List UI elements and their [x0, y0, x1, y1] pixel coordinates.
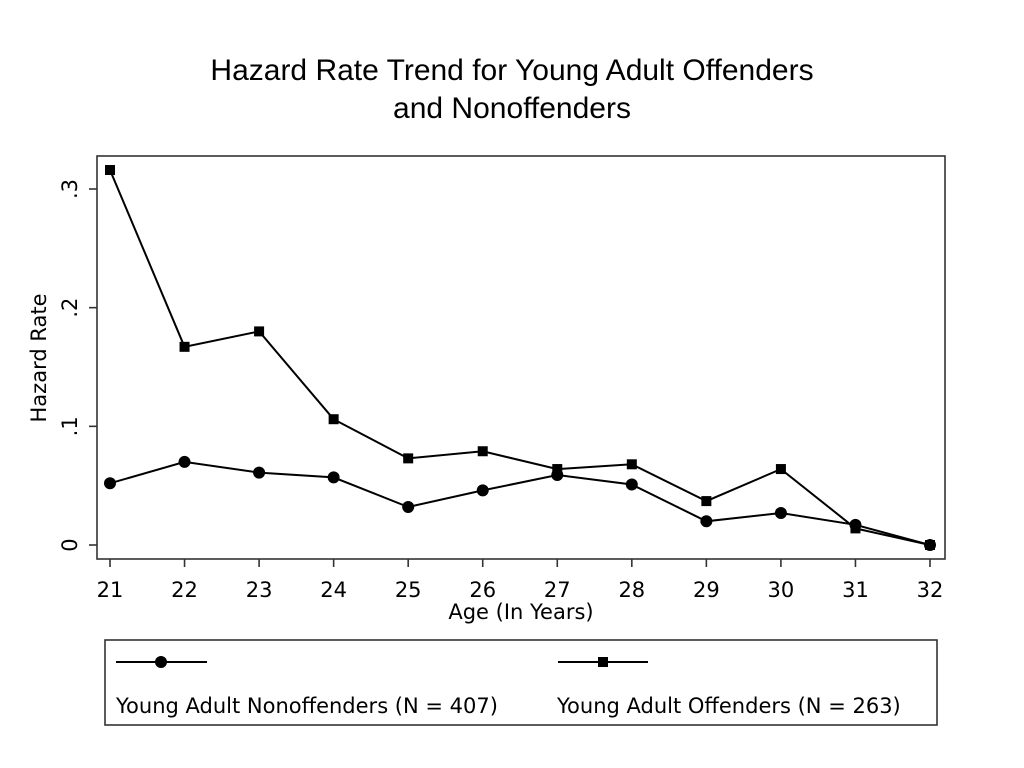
data-point-nonoffenders	[402, 501, 415, 514]
y-tick-label: .2	[58, 298, 82, 318]
x-axis-label: Age (In Years)	[448, 600, 593, 624]
data-point-offenders	[328, 414, 339, 425]
y-tick-label: 0	[58, 538, 82, 551]
legend-label-offenders: Young Adult Offenders (N = 263)	[556, 694, 901, 718]
data-point-nonoffenders	[774, 506, 787, 519]
y-axis: 0 .1 .2 .3	[58, 179, 97, 552]
data-point-offenders	[850, 523, 861, 534]
chart-title: Hazard Rate Trend for Young Adult Offend…	[0, 52, 1024, 128]
data-point-offenders	[552, 464, 563, 475]
x-tick-label: 21	[97, 578, 124, 602]
series-line-nonoffenders	[109, 460, 931, 546]
data-point-offenders	[775, 464, 786, 475]
x-tick-label: 32	[917, 578, 944, 602]
x-axis: 21 22 23 24 25 26 27 28 29 30 31 32	[97, 559, 944, 602]
legend-marker-nonoffenders	[155, 656, 167, 668]
data-point-nonoffenders	[700, 515, 713, 528]
x-tick-label: 25	[395, 578, 422, 602]
data-point-nonoffenders	[178, 455, 191, 468]
legend-marker-offenders	[598, 657, 608, 667]
data-point-offenders	[477, 446, 488, 457]
data-point-offenders	[254, 326, 265, 337]
y-axis-label: Hazard Rate	[27, 294, 51, 423]
data-point-nonoffenders	[476, 484, 489, 497]
series-layer	[104, 165, 936, 551]
series-line-offenders	[109, 169, 931, 546]
x-tick-label: 27	[544, 578, 571, 602]
x-tick-label: 24	[320, 578, 347, 602]
chart-title-line-2: and Nonoffenders	[393, 92, 631, 125]
data-point-offenders	[179, 341, 190, 352]
y-tick-label: .3	[58, 179, 82, 199]
y-tick-label: .1	[58, 416, 82, 436]
data-point-offenders	[925, 540, 935, 550]
data-point-nonoffenders	[253, 466, 266, 479]
legend: Young Adult Nonoffenders (N = 407) Young…	[104, 639, 938, 726]
plot-area-frame	[96, 155, 946, 560]
x-tick-label: 22	[171, 578, 198, 602]
data-point-offenders	[626, 459, 637, 470]
data-point-offenders	[701, 496, 712, 507]
legend-frame	[104, 639, 938, 726]
x-tick-label: 29	[693, 578, 720, 602]
data-point-offenders	[403, 453, 414, 464]
x-tick-label: 26	[469, 578, 496, 602]
x-tick-label: 23	[246, 578, 273, 602]
data-point-nonoffenders	[625, 478, 638, 491]
chart-title-line-1: Hazard Rate Trend for Young Adult Offend…	[210, 54, 814, 87]
data-point-nonoffenders	[327, 471, 340, 484]
data-point-nonoffenders	[104, 477, 116, 490]
legend-label-nonoffenders: Young Adult Nonoffenders (N = 407)	[115, 694, 498, 718]
data-point-offenders	[105, 165, 115, 176]
x-tick-label: 31	[842, 578, 869, 602]
x-tick-label: 28	[618, 578, 645, 602]
x-tick-label: 30	[768, 578, 795, 602]
